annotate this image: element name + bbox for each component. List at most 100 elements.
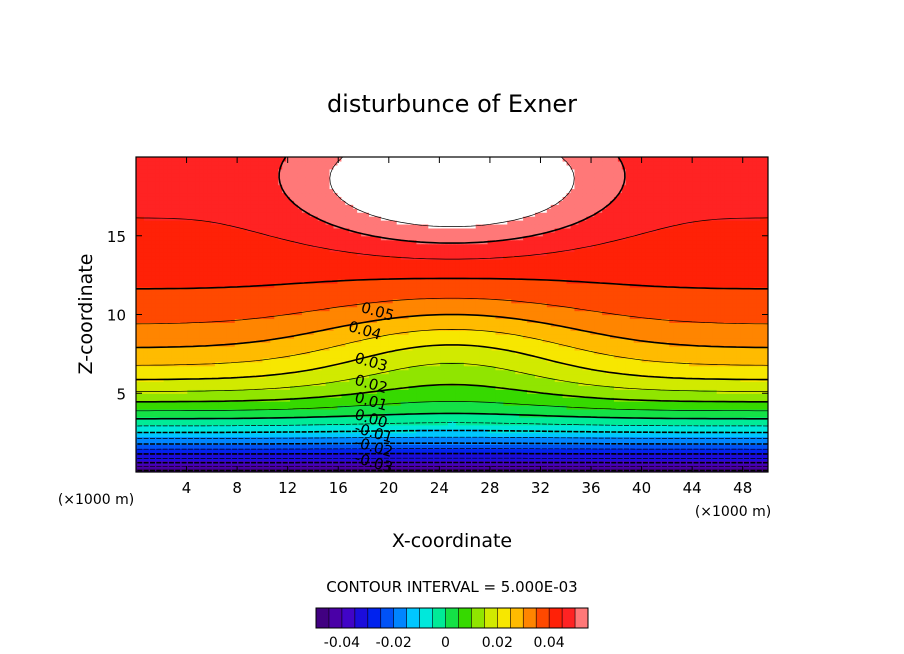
contour-cell <box>345 369 350 375</box>
contour-cell <box>353 432 358 438</box>
contour-cell <box>254 353 260 359</box>
contour-cell <box>574 353 579 359</box>
contour-cell <box>574 436 579 442</box>
contour-cell <box>590 377 595 383</box>
contour-cell <box>716 440 722 446</box>
contour-cell <box>329 353 335 359</box>
contour-cell <box>487 409 493 414</box>
contour-cell <box>669 440 674 446</box>
contour-cell <box>218 428 224 434</box>
contour-cell <box>507 440 512 446</box>
contour-cell <box>673 369 678 375</box>
contour-cell <box>191 381 196 386</box>
contour-cell <box>594 409 599 414</box>
contour-cell <box>570 397 576 402</box>
contour-cell <box>155 405 161 410</box>
contour-cell <box>179 361 184 367</box>
contour-cell <box>274 412 279 418</box>
contour-cell <box>669 436 674 442</box>
contour-cell <box>211 373 216 379</box>
contour-cell <box>428 409 433 414</box>
contour-cell <box>764 409 768 414</box>
contour-cell <box>507 369 512 375</box>
contour-cell <box>282 409 287 414</box>
contour-cell <box>503 365 508 371</box>
contour-cell <box>376 361 382 367</box>
contour-cell <box>199 369 204 375</box>
contour-cell <box>412 464 418 469</box>
contour-cell <box>459 432 465 438</box>
contour-cell <box>613 369 619 375</box>
contour-cell <box>649 440 655 446</box>
contour-cell <box>708 436 714 442</box>
contour-cell <box>234 389 240 394</box>
contour-cell <box>558 377 564 383</box>
contour-cell <box>582 405 587 410</box>
contour-cell <box>641 420 647 426</box>
contour-cell <box>625 405 631 410</box>
contour-cell <box>598 373 603 379</box>
contour-cell <box>278 405 283 410</box>
contour-cell <box>444 377 449 383</box>
contour-cell <box>760 373 765 379</box>
contour-cell <box>420 381 425 386</box>
contour-cell <box>459 385 465 390</box>
contour-cell <box>582 381 587 386</box>
contour-cell <box>329 436 335 442</box>
contour-cell <box>278 393 283 398</box>
contour-cell <box>424 401 429 406</box>
contour-cell <box>673 397 678 402</box>
contour-cell <box>570 385 576 390</box>
contour-cell <box>598 428 603 434</box>
contour-cell <box>392 365 398 371</box>
contour-cell <box>594 389 599 394</box>
contour-cell <box>519 405 524 410</box>
contour-cell <box>207 389 212 394</box>
contour-cell <box>266 377 271 383</box>
contour-cell <box>266 416 271 422</box>
contour-cell <box>452 397 457 402</box>
contour-cell <box>226 357 232 363</box>
contour-cell <box>736 448 741 453</box>
contour-cell <box>317 448 323 453</box>
contour-cell <box>440 397 445 402</box>
contour-cell <box>720 365 726 371</box>
contour-cell <box>523 405 528 410</box>
contour-cell <box>649 389 655 394</box>
contour-cell <box>191 448 196 453</box>
contour-cell <box>254 381 260 386</box>
contour-cell <box>333 365 339 371</box>
contour-cell <box>230 440 236 446</box>
contour-cell <box>274 409 279 414</box>
contour-cell <box>598 353 603 359</box>
contour-cell <box>215 361 220 367</box>
contour-cell <box>558 401 564 406</box>
contour-cell <box>175 369 181 375</box>
contour-cell <box>594 385 599 390</box>
contour-cell <box>195 448 200 453</box>
contour-cell <box>582 448 587 453</box>
contour-cell <box>337 369 342 375</box>
contour-cell <box>270 393 275 398</box>
contour-cell <box>234 373 240 379</box>
contour-cell <box>392 357 398 363</box>
contour-cell <box>475 353 481 359</box>
contour-cell <box>752 393 757 398</box>
contour-cell <box>349 377 354 383</box>
contour-cell <box>357 416 362 422</box>
contour-cell <box>483 357 489 363</box>
contour-cell <box>246 349 252 355</box>
contour-cell <box>167 365 173 371</box>
contour-cell <box>606 428 611 434</box>
contour-cell <box>657 416 662 422</box>
contour-cell <box>562 369 568 375</box>
contour-cell <box>297 405 303 410</box>
contour-cell <box>400 393 406 398</box>
contour-cell <box>294 424 299 430</box>
contour-cell <box>408 373 414 379</box>
contour-cell <box>317 377 323 383</box>
contour-cell <box>278 381 283 386</box>
contour-cell <box>527 405 532 410</box>
contour-cell <box>321 416 327 422</box>
contour-cell <box>301 416 307 422</box>
